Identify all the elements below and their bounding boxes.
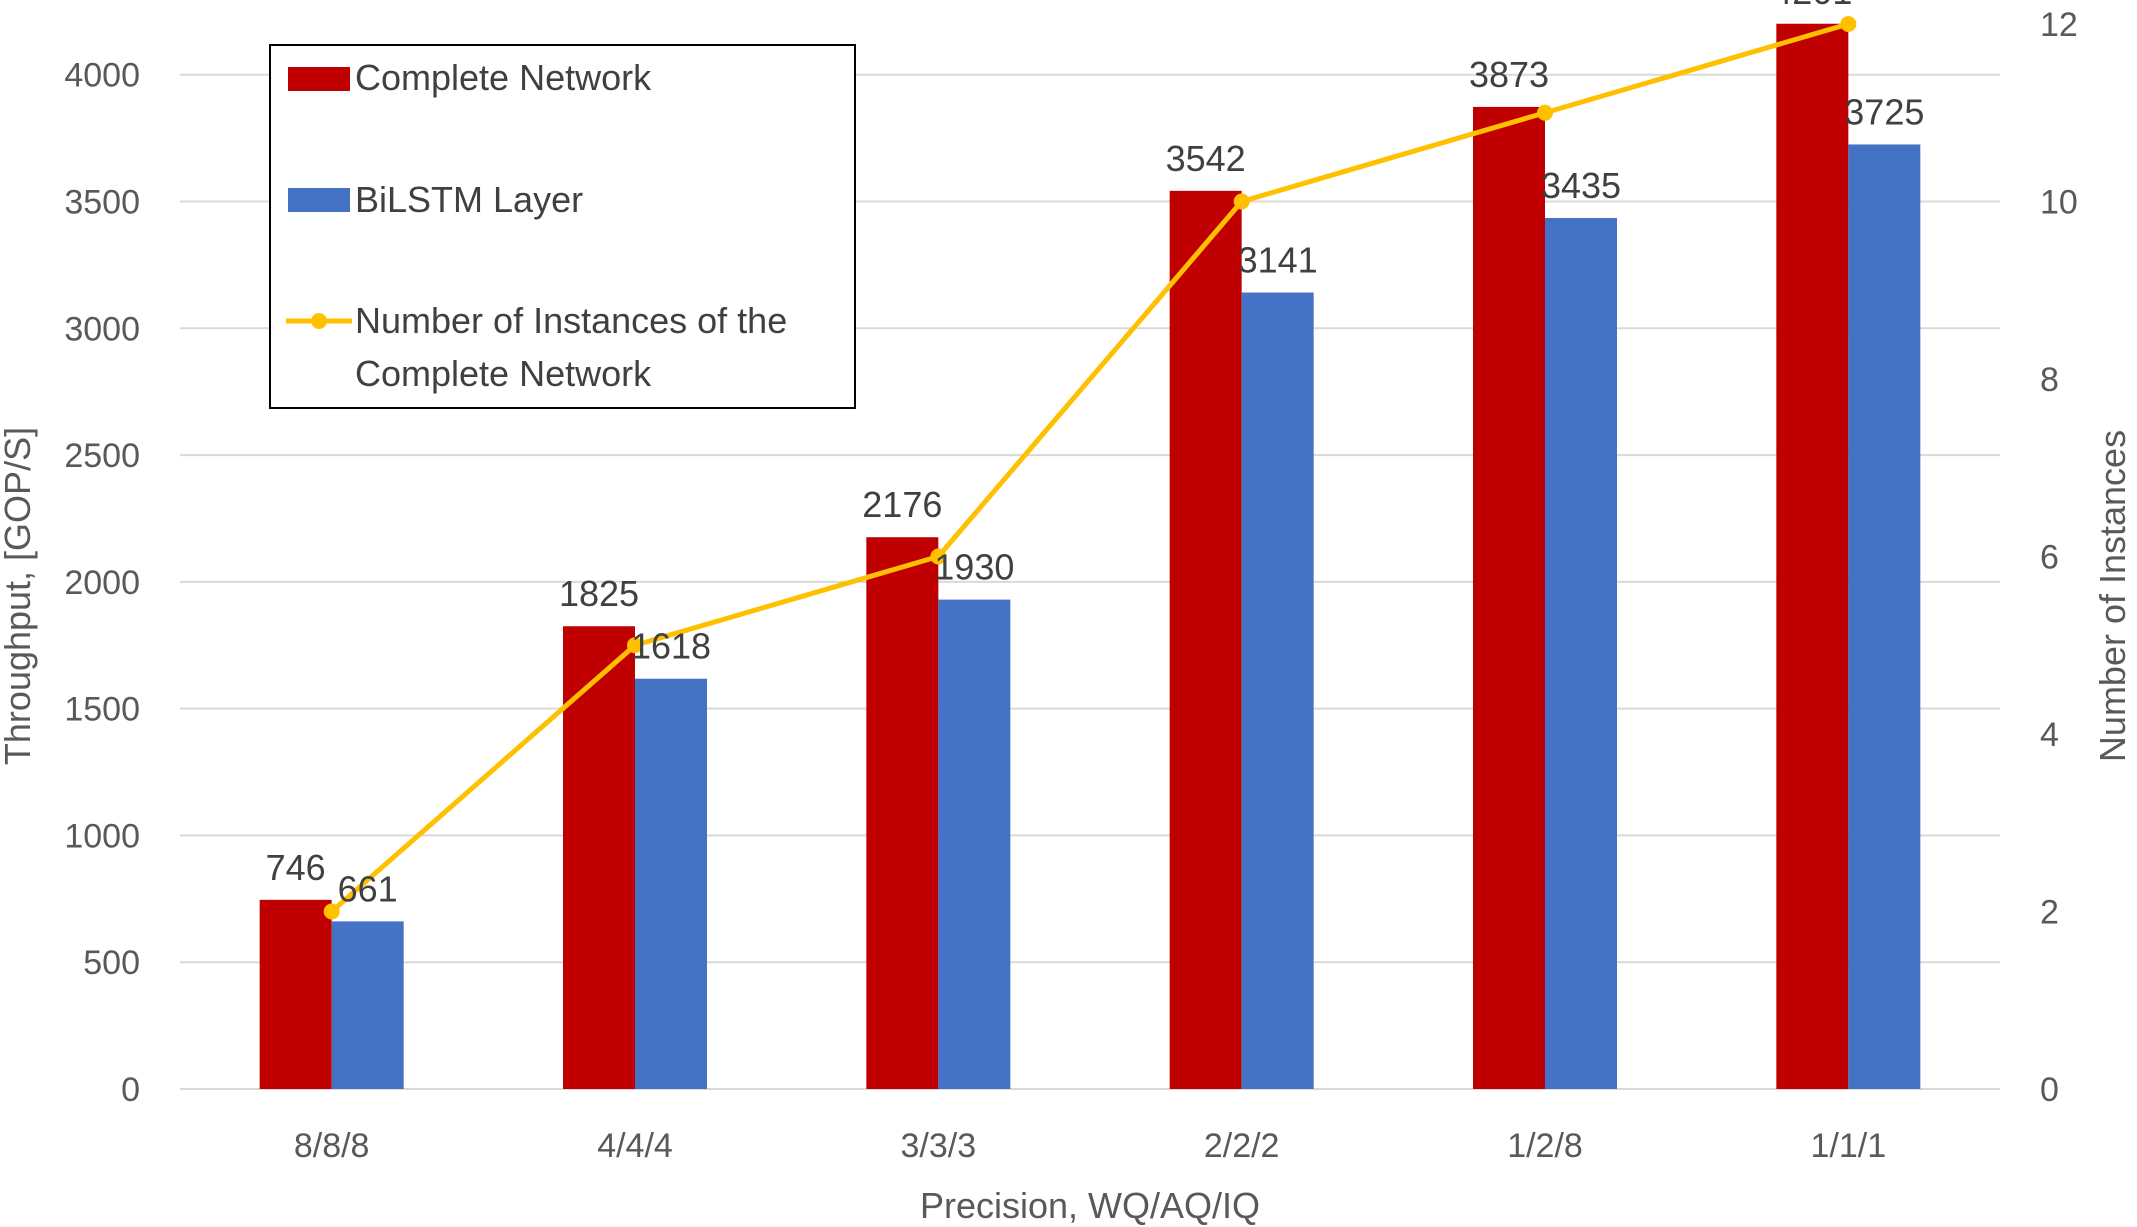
instances-point bbox=[1233, 193, 1250, 210]
x-tick-label: 8/8/8 bbox=[294, 1127, 370, 1165]
instances-point bbox=[930, 548, 947, 565]
axes: 0 500 1000 1500 2000 2500 3000 3500 4000 0 2 4 6 8 10 1… bbox=[64, 6, 2077, 1165]
legend-swatch-bilstm-layer bbox=[288, 188, 350, 212]
data-label-complete-network: 2176 bbox=[862, 484, 942, 525]
bar-complete-network bbox=[563, 626, 635, 1089]
y-tick-label: 2500 bbox=[64, 437, 140, 475]
data-label-complete-network: 4201 bbox=[1772, 0, 1852, 12]
legend-label-complete-network: Complete Network bbox=[355, 57, 652, 98]
bar-bilstm-layer bbox=[938, 599, 1011, 1089]
data-label-bilstm-layer: 3435 bbox=[1541, 165, 1621, 206]
instances-point bbox=[627, 637, 643, 654]
data-label-complete-network: 3873 bbox=[1469, 54, 1549, 95]
y2-tick-label: 10 bbox=[2040, 184, 2078, 222]
instances-point bbox=[1840, 16, 1857, 32]
y-tick-label: 1000 bbox=[64, 817, 140, 855]
bar-bilstm-layer bbox=[635, 678, 707, 1089]
data-label-bilstm-layer: 1930 bbox=[934, 547, 1014, 588]
data-label-complete-network: 746 bbox=[266, 847, 326, 888]
data-label-complete-network: 3542 bbox=[1166, 138, 1246, 179]
bars bbox=[259, 23, 1921, 1090]
data-label-bilstm-layer: 3725 bbox=[1844, 91, 1924, 132]
y-tick-label: 500 bbox=[83, 944, 140, 982]
y-tick-label: 0 bbox=[121, 1071, 140, 1109]
y-tick-label: 1500 bbox=[64, 691, 140, 729]
y-tick-label: 4000 bbox=[64, 57, 140, 95]
instances-point bbox=[323, 903, 340, 920]
instances-point bbox=[1537, 104, 1553, 121]
y-tick-label: 3500 bbox=[64, 184, 140, 222]
y-tick-label: 2000 bbox=[64, 564, 140, 602]
bar-bilstm-layer bbox=[331, 921, 404, 1089]
bar-complete-network bbox=[1776, 23, 1849, 1089]
instances-line bbox=[323, 16, 1857, 920]
x-tick-label: 2/2/2 bbox=[1204, 1127, 1280, 1165]
x-tick-label: 1/2/8 bbox=[1507, 1127, 1583, 1165]
bar-complete-network bbox=[866, 537, 939, 1089]
y-tick-label: 3000 bbox=[64, 310, 140, 348]
legend-swatch-instances-marker bbox=[311, 313, 327, 329]
bar-complete-network bbox=[1169, 190, 1242, 1090]
legend-label-instances-line1: Number of Instances of the bbox=[355, 300, 787, 341]
x-tick-label: 4/4/4 bbox=[597, 1127, 673, 1165]
x-tick-label: 1/1/1 bbox=[1811, 1127, 1887, 1165]
data-labels: 746 1825 2176 3542 3873 4201 661 1618 1930 3141 34… bbox=[266, 0, 1925, 909]
y2-tick-label: 0 bbox=[2040, 1071, 2059, 1109]
x-tick-label: 3/3/3 bbox=[901, 1127, 977, 1165]
legend-label-instances-line2: Complete Network bbox=[355, 353, 652, 394]
bar-complete-network bbox=[259, 899, 332, 1089]
data-label-bilstm-layer: 661 bbox=[338, 868, 398, 909]
legend: Complete Network BiLSTM Layer Number of … bbox=[269, 44, 856, 409]
bar-complete-network bbox=[1473, 106, 1545, 1090]
y2-tick-label: 2 bbox=[2040, 894, 2059, 932]
y2-axis-title: Number of Instances bbox=[2092, 430, 2133, 762]
y-axis-title: Throughput, [GOP/S] bbox=[0, 427, 38, 765]
y2-tick-label: 12 bbox=[2040, 6, 2078, 44]
legend-swatch-complete-network bbox=[288, 67, 350, 91]
x-axis-title: Precision, WQ/AQ/IQ bbox=[920, 1185, 1260, 1226]
data-label-bilstm-layer: 3141 bbox=[1238, 240, 1318, 281]
y2-tick-label: 8 bbox=[2040, 361, 2059, 399]
y2-tick-label: 6 bbox=[2040, 539, 2059, 577]
bar-bilstm-layer bbox=[1545, 217, 1617, 1089]
data-label-bilstm-layer: 1618 bbox=[631, 626, 711, 667]
y2-tick-label: 4 bbox=[2040, 716, 2059, 754]
data-label-complete-network: 1825 bbox=[559, 573, 639, 614]
instances-line-path bbox=[330, 21, 1850, 914]
legend-box bbox=[269, 44, 856, 409]
bar-bilstm-layer bbox=[1241, 292, 1314, 1090]
legend-label-bilstm-layer: BiLSTM Layer bbox=[355, 179, 583, 220]
bar-bilstm-layer bbox=[1848, 144, 1921, 1090]
